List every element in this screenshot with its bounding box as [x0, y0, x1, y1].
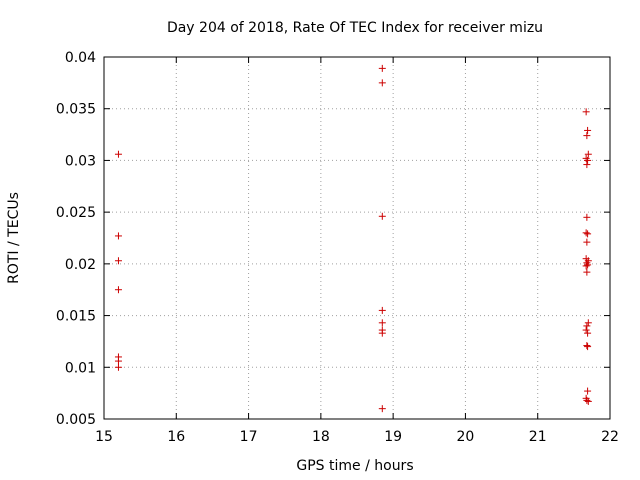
data-point — [584, 261, 592, 269]
data-point — [378, 329, 386, 337]
data-point — [584, 150, 592, 158]
x-tick-labels: 15 16 17 18 19 20 21 22 — [95, 429, 619, 445]
data-point — [378, 79, 386, 87]
data-point — [584, 343, 592, 351]
data-points — [114, 64, 592, 413]
y-tick-label: 0.015 — [56, 309, 96, 325]
y-tick-labels: 0.005 0.01 0.015 0.02 0.025 0.03 0.035 0.04 — [56, 50, 96, 428]
data-point — [584, 397, 592, 405]
y-tick-label: 0.025 — [56, 205, 96, 221]
x-axis-title: GPS time / hours — [296, 458, 413, 474]
data-point — [378, 319, 386, 327]
y-axis-title: ROTI / TECUs — [6, 192, 22, 284]
x-tick-label: 15 — [95, 429, 113, 445]
data-point — [583, 132, 591, 140]
data-point — [584, 387, 592, 395]
data-point — [378, 64, 386, 72]
data-point — [582, 229, 590, 237]
x-tick-label: 21 — [529, 429, 547, 445]
data-point — [114, 257, 122, 265]
plot-border — [103, 56, 611, 420]
data-point — [584, 126, 592, 134]
data-point — [583, 396, 591, 404]
data-point — [114, 363, 122, 371]
x-tick-label: 17 — [240, 429, 258, 445]
data-point — [583, 322, 591, 330]
x-tick-label: 20 — [457, 429, 475, 445]
data-point — [584, 230, 592, 238]
data-point — [583, 268, 591, 276]
data-point — [378, 405, 386, 413]
data-point — [584, 329, 592, 337]
data-point — [114, 357, 122, 365]
y-tick-label: 0.03 — [65, 153, 96, 169]
data-point — [582, 326, 590, 334]
data-point — [584, 319, 592, 327]
x-tick-label: 18 — [312, 429, 330, 445]
data-point — [583, 161, 591, 169]
data-point — [378, 212, 386, 220]
y-tick-label: 0.035 — [56, 102, 96, 118]
chart-title: Day 204 of 2018, Rate Of TEC Index for r… — [167, 20, 543, 36]
y-tick-label: 0.02 — [65, 257, 96, 273]
data-point — [583, 213, 591, 221]
data-point — [582, 262, 590, 270]
data-point — [114, 232, 122, 240]
data-point — [114, 150, 122, 158]
data-point — [582, 108, 590, 116]
x-tick-label: 22 — [601, 429, 619, 445]
data-point — [378, 306, 386, 314]
x-tick-label: 16 — [167, 429, 185, 445]
data-point — [584, 156, 592, 164]
grid-lines — [104, 57, 610, 419]
x-tick-label: 19 — [384, 429, 402, 445]
axis-ticks — [103, 56, 611, 420]
data-point — [583, 238, 591, 246]
y-tick-label: 0.04 — [65, 50, 96, 66]
data-point — [114, 286, 122, 294]
data-point — [583, 342, 591, 350]
y-tick-label: 0.005 — [56, 412, 96, 428]
y-tick-label: 0.01 — [65, 360, 96, 376]
